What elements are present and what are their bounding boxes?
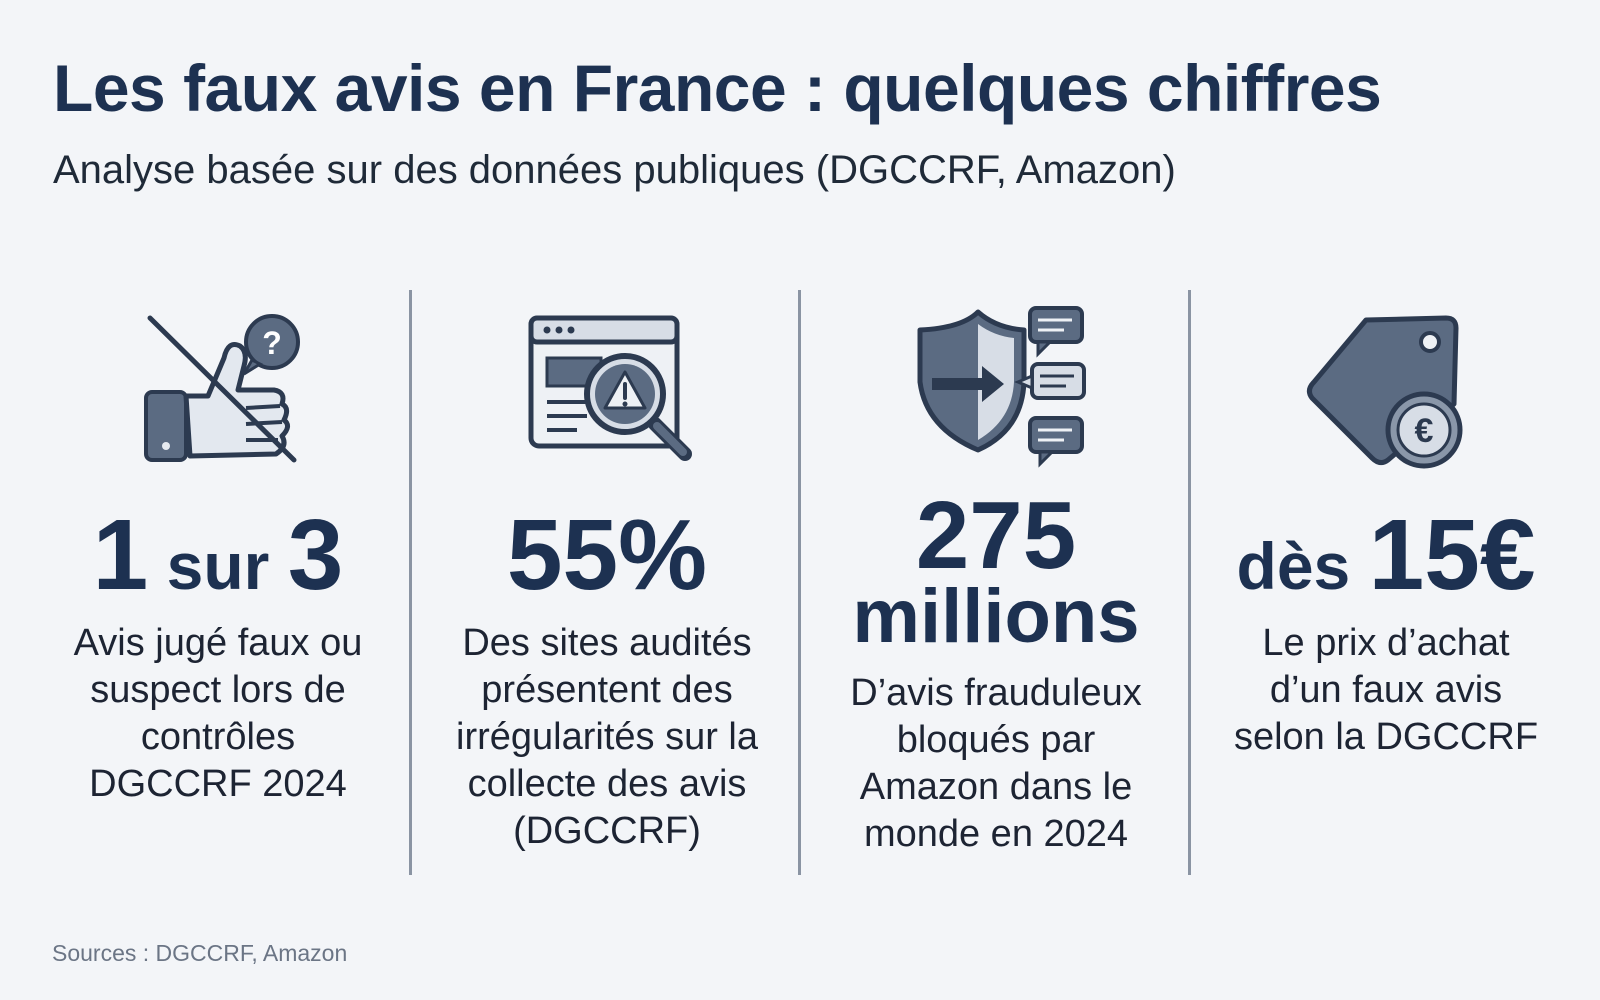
stat-card-amazon-blocked-reviews: 275 millions D’avis frauduleux bloqués p… [801,290,1191,890]
price-tag-euro-coin-icon: € [1296,300,1476,470]
stat-description: Avis jugé faux ou suspect lors de contrô… [73,622,363,805]
browser-magnifier-warning-icon [517,300,697,470]
shield-arrow-chat-bubbles-icon [906,300,1086,470]
column-divider [1188,290,1191,875]
stat-value-unit: millions [852,574,1140,660]
stat-card-fake-reviews-ratio: ? 1 sur 3 Avis jugé faux ou suspect lors… [23,290,413,890]
stat-value: 1 sur 3 [23,505,413,605]
stat-card-fake-review-price: € dès 15€ Le prix d’achat d’un faux avis… [1191,290,1581,890]
stat-value-number: 15€ [1368,499,1536,611]
svg-text:€: € [1415,412,1434,450]
sources-footnote: Sources : DGCCRF, Amazon [52,940,348,966]
column-divider [798,290,801,875]
stat-value: 55% [412,505,802,605]
svg-text:?: ? [262,325,282,361]
stat-value-number: 55% [506,499,708,611]
stat-value-prefix: dès [1236,529,1369,603]
stat-description: Des sites audités présentent des irrégul… [456,622,758,852]
stat-value: 275 millions [801,482,1191,660]
thumbs-up-crossed-question-icon: ? [128,300,308,470]
stat-value-connector: sur [148,529,288,603]
stat-value: dès 15€ [1191,505,1581,605]
stat-card-irregular-sites: 55% Des sites audités présentent des irr… [412,290,802,890]
stat-value-number: 1 [92,499,149,611]
page-subtitle: Analyse basée sur des données publiques … [53,148,1176,192]
page-title: Les faux avis en France : quelques chiff… [53,51,1382,125]
stat-description: D’avis frauduleux bloqués par Amazon dan… [850,672,1142,855]
stat-description: Le prix d’achat d’un faux avis selon la … [1233,622,1539,758]
column-divider [409,290,412,875]
stat-value-number: 275 [915,482,1077,589]
stat-value-number: 3 [287,499,344,611]
